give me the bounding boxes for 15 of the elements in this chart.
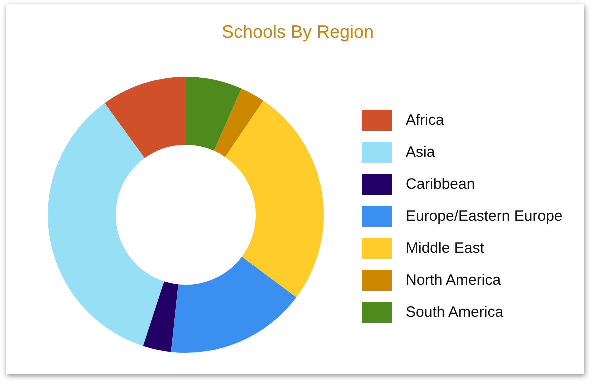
legend-label: Europe/Eastern Europe [406, 208, 563, 224]
legend-label: Middle East [406, 240, 484, 256]
donut-slice [143, 282, 179, 352]
donut-slice [48, 103, 164, 346]
donut-slice [214, 88, 264, 158]
donut-slice [186, 77, 242, 151]
donut-slice [225, 100, 324, 298]
legend-label: Caribbean [406, 176, 476, 192]
legend-label: South America [406, 304, 504, 320]
chart-title: Schools By Region [220, 22, 376, 43]
donut-slice [171, 256, 297, 353]
legend-label: Asia [406, 144, 436, 160]
donut-slice [104, 77, 186, 158]
legend-label: Africa [406, 112, 444, 128]
legend-label: North America [406, 272, 502, 288]
